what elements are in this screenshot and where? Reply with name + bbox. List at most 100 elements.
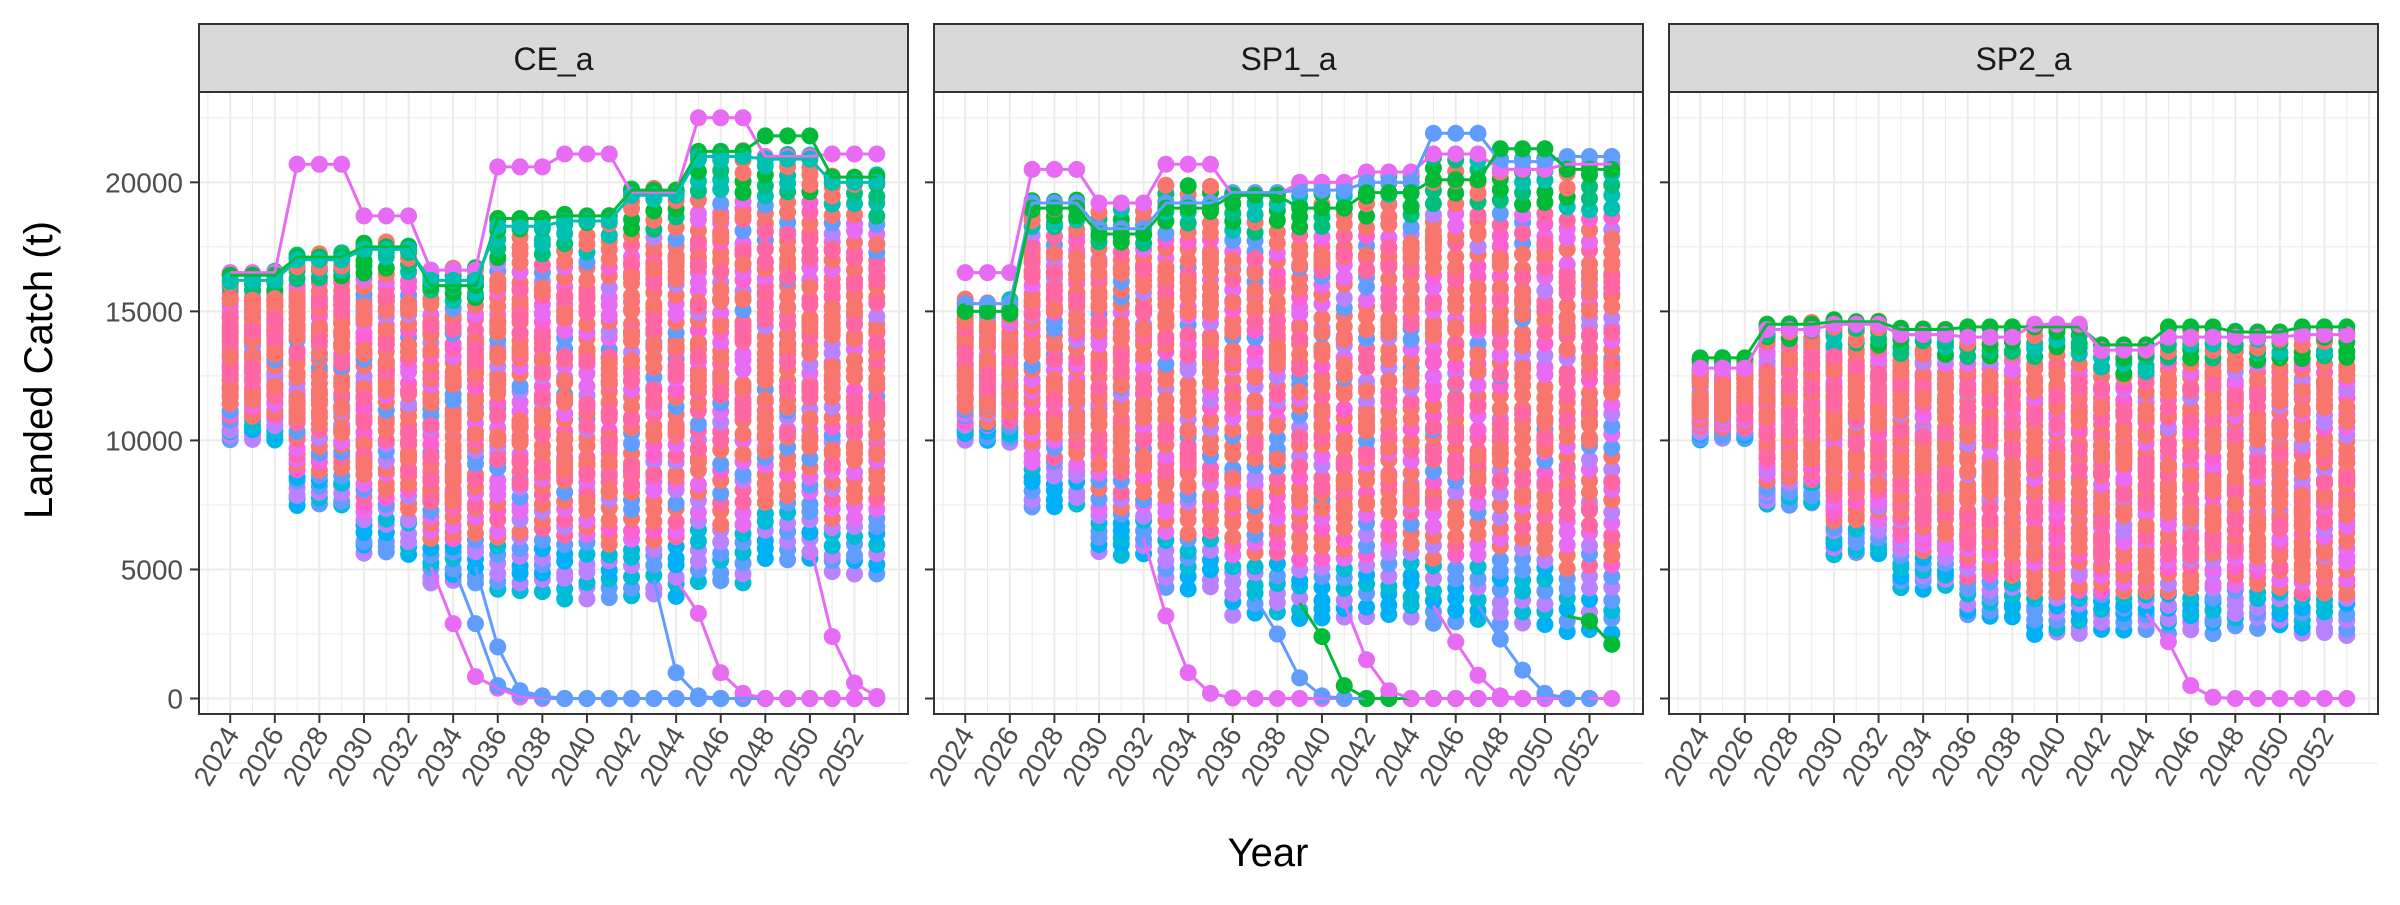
scatter-point [1825, 396, 1842, 413]
scatter-point [846, 394, 863, 411]
scatter-point [333, 422, 350, 439]
scatter-point [779, 299, 796, 316]
scatter-point [378, 382, 395, 399]
scatter-point [1470, 307, 1487, 324]
scatter-point [1825, 445, 1842, 462]
scatter-point [868, 376, 885, 393]
scatter-point [1247, 492, 1264, 509]
scatter-point [1247, 416, 1264, 433]
scatter-point [1603, 244, 1620, 261]
scatter-point [1358, 496, 1375, 513]
scatter-point [1514, 284, 1531, 301]
scatter-point [534, 460, 551, 477]
scatter-point [2004, 456, 2021, 473]
scatter-point [1892, 363, 1909, 380]
scatter-point [2004, 382, 2021, 399]
scatter-point [957, 391, 974, 408]
scatter-point [1180, 347, 1197, 364]
scatter-point [1068, 292, 1085, 309]
scatter-point [757, 240, 774, 257]
scatter-point [1447, 423, 1464, 440]
scatter-point [1336, 432, 1353, 449]
scatter-point [467, 471, 484, 488]
scatter-point [222, 290, 239, 307]
scatter-point [979, 319, 996, 336]
scatter-point [1358, 350, 1375, 367]
scatter-point [1046, 351, 1063, 368]
scatter-point [1113, 442, 1130, 459]
x-tick-label: 2030 [1056, 722, 1114, 791]
scatter-point [1514, 225, 1531, 242]
scatter-point [1247, 435, 1264, 452]
scatter-point [1915, 428, 1932, 445]
scatter-point [578, 290, 595, 307]
scatter-point [1915, 389, 1932, 406]
scatter-point [1090, 456, 1107, 473]
x-tick-label: 2046 [1413, 722, 1471, 791]
scatter-point [1202, 331, 1219, 348]
scatter-point [846, 276, 863, 293]
panel-sp2_a: SP2_a20242026202820302032203420362038204… [1657, 24, 2378, 791]
scatter-point [578, 466, 595, 483]
scatter-point [1380, 440, 1397, 457]
scatter-point [868, 271, 885, 288]
scatter-point [489, 321, 506, 338]
scatter-point [1982, 458, 1999, 475]
scatter-point [1336, 455, 1353, 472]
scatter-point [735, 331, 752, 348]
scatter-point [1536, 430, 1553, 447]
scatter-point [1425, 295, 1442, 312]
scatter-point [556, 372, 573, 389]
scatter-point [1447, 319, 1464, 336]
x-tick-label: 2036 [1190, 722, 1248, 791]
scatter-point [801, 381, 818, 398]
y-tick-label: 20000 [105, 167, 183, 198]
scatter-point [1959, 400, 1976, 417]
scatter-point [2004, 514, 2021, 531]
scatter-point [1046, 371, 1063, 388]
scatter-point [1915, 491, 1932, 508]
scatter-point [868, 236, 885, 253]
scatter-point [1024, 254, 1041, 271]
scatter-point [2026, 383, 2043, 400]
scatter-point [2026, 525, 2043, 542]
scatter-point [846, 352, 863, 369]
x-axis: 2024202620282030203220342036203820402042… [187, 714, 869, 791]
scatter-point [1982, 368, 1999, 385]
scatter-point [400, 384, 417, 401]
scatter-point [266, 327, 283, 344]
scatter-point [1937, 425, 1954, 442]
scatter-point [623, 478, 640, 495]
scatter-point [601, 372, 618, 389]
scatter-point [1870, 476, 1887, 493]
scatter-point [645, 349, 662, 366]
scatter-point [512, 325, 529, 342]
x-tick-label: 2050 [767, 722, 825, 791]
scatter-point [1269, 386, 1286, 403]
scatter-point [1714, 378, 1731, 395]
scatter-point [289, 321, 306, 338]
scatter-point [1937, 376, 1954, 393]
scatter-point [1269, 312, 1286, 329]
scatter-point [2004, 397, 2021, 414]
scatter-point [1470, 421, 1487, 438]
scatter-point [1425, 233, 1442, 250]
scatter-point [489, 371, 506, 388]
scatter-point [735, 256, 752, 273]
scatter-point [757, 311, 774, 328]
scatter-point [222, 349, 239, 366]
scatter-point [556, 394, 573, 411]
scatter-point [1514, 360, 1531, 377]
scatter-point [1380, 373, 1397, 390]
scatter-point [1135, 301, 1152, 318]
scatter-point [1024, 292, 1041, 309]
scatter-point [801, 243, 818, 260]
scatter-point [2004, 441, 2021, 458]
scatter-point [534, 365, 551, 382]
scatter-point [757, 222, 774, 239]
x-axis: 2024202620282030203220342036203820402042… [922, 714, 1604, 791]
scatter-point [1090, 440, 1107, 457]
scatter-point [1736, 403, 1753, 420]
scatter-point [1001, 366, 1018, 383]
scatter-point [1024, 340, 1041, 357]
